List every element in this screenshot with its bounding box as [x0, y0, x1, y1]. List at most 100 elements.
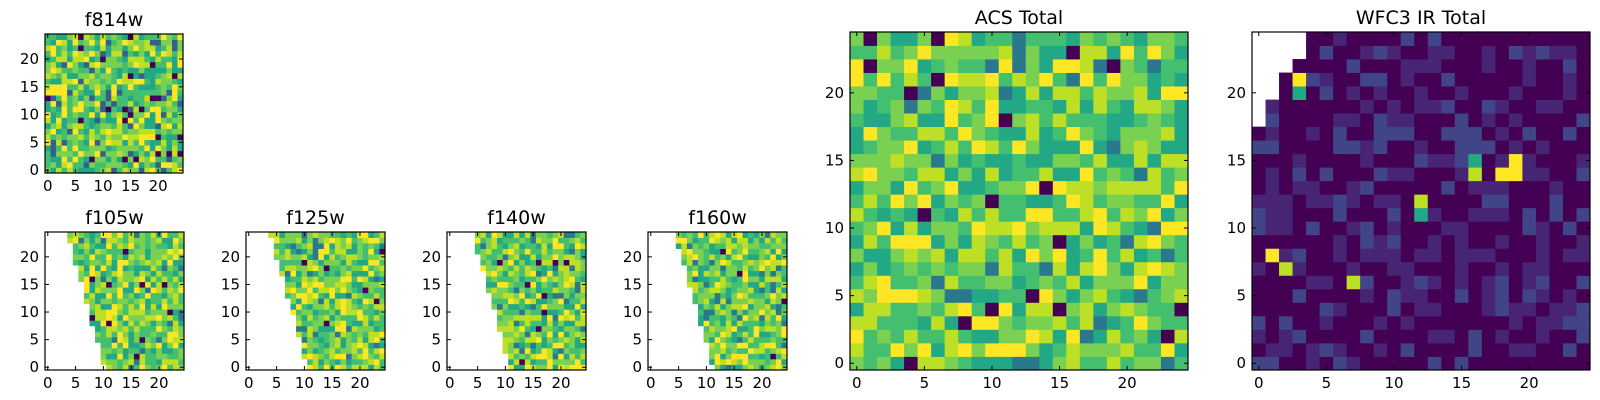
heatmap-cell	[1427, 356, 1442, 371]
heatmap-cell	[863, 126, 878, 141]
heatmap-cell	[944, 302, 959, 317]
heatmap-cell	[764, 259, 771, 266]
heatmap-cell	[78, 270, 85, 277]
heatmap-cell	[45, 72, 51, 79]
heatmap-cell	[83, 292, 90, 299]
heatmap-cell	[698, 270, 704, 277]
heatmap-cell	[1120, 167, 1135, 182]
heatmap-cell	[1147, 113, 1162, 128]
heatmap-cell	[1522, 275, 1537, 290]
heatmap-cell	[1279, 113, 1293, 128]
heatmap-cell	[144, 150, 151, 157]
heatmap-cell	[94, 167, 101, 174]
heatmap-cell	[1252, 234, 1266, 249]
heatmap-cell	[1562, 207, 1577, 222]
heatmap-cell	[580, 303, 587, 310]
heatmap-cell	[1562, 153, 1577, 168]
heatmap-cell	[1106, 194, 1121, 209]
heatmap-cell	[1360, 329, 1375, 344]
heatmap-cell	[307, 325, 314, 332]
heatmap-cell	[307, 331, 314, 338]
heatmap-cell	[1414, 234, 1429, 249]
heatmap-cell	[149, 145, 156, 152]
heatmap-cell	[709, 237, 716, 244]
heatmap-cell	[273, 237, 280, 244]
heatmap-cell	[323, 276, 330, 283]
heatmap-cell	[78, 56, 85, 63]
heatmap-cell	[150, 358, 157, 365]
heatmap-cell	[61, 111, 68, 118]
heatmap-cell	[72, 145, 79, 152]
heatmap-cell	[1079, 86, 1094, 100]
heatmap-cell	[133, 292, 140, 299]
heatmap-cell	[178, 303, 185, 310]
heatmap-cell	[1549, 153, 1564, 168]
heatmap-cell	[105, 84, 112, 90]
heatmap-cell	[931, 72, 946, 87]
heatmap-cell	[742, 347, 749, 354]
heatmap-cell	[904, 194, 918, 209]
heatmap-cell	[95, 276, 101, 283]
heatmap-cell	[323, 347, 330, 354]
heatmap-cell	[111, 50, 118, 57]
heatmap-cell	[1079, 234, 1094, 249]
heatmap-cell	[111, 320, 118, 327]
heatmap-cell	[1576, 140, 1591, 155]
heatmap-cell	[334, 314, 341, 321]
heatmap-cell	[334, 248, 341, 255]
heatmap-cell	[1468, 288, 1483, 303]
heatmap-cell	[692, 270, 699, 277]
heatmap-cell	[971, 275, 986, 290]
heatmap-cell	[1562, 59, 1577, 73]
heatmap-cell	[1427, 59, 1442, 73]
heatmap-cell	[563, 336, 570, 343]
heatmap-cell	[759, 259, 766, 266]
heatmap-cell	[1549, 207, 1564, 222]
heatmap-cell	[346, 358, 353, 365]
heatmap-cell	[931, 140, 946, 155]
heatmap-cell	[312, 325, 319, 332]
heatmap-cell	[931, 59, 946, 73]
heatmap-cell	[709, 331, 716, 338]
heatmap-cell	[1147, 194, 1162, 209]
heatmap-cell	[686, 265, 693, 272]
heatmap-cell	[139, 347, 146, 354]
heatmap-cell	[709, 259, 716, 266]
heatmap-cell	[535, 331, 542, 338]
heatmap-cell	[1265, 180, 1280, 195]
heatmap-cell	[1252, 207, 1266, 222]
heatmap-cell	[698, 259, 704, 266]
heatmap-cell	[83, 232, 90, 238]
heatmap-cell	[301, 270, 308, 277]
heatmap-cell	[541, 270, 548, 277]
heatmap-cell	[731, 336, 738, 343]
heatmap-cell	[1066, 86, 1081, 100]
heatmap-cell	[318, 347, 325, 354]
heatmap-cell	[917, 99, 932, 114]
heatmap-cell	[307, 309, 314, 316]
heatmap-cell	[731, 287, 738, 294]
heatmap-cell	[1093, 207, 1108, 222]
heatmap-cell	[100, 39, 107, 46]
heatmap-cell	[296, 276, 302, 283]
heatmap-cell	[535, 342, 542, 349]
heatmap-cell	[1481, 45, 1496, 60]
heatmap-cell	[139, 276, 146, 283]
heatmap-cell	[775, 243, 782, 249]
heatmap-cell	[116, 139, 123, 146]
heatmap-cell	[703, 270, 710, 277]
heatmap-cell	[703, 287, 710, 294]
heatmap-cell	[1120, 288, 1135, 303]
heatmap-cell	[351, 237, 358, 244]
heatmap-cell	[122, 111, 129, 118]
heatmap-cell	[290, 248, 297, 255]
heatmap-cell	[714, 347, 721, 354]
heatmap-cell	[736, 325, 743, 332]
heatmap-cell	[323, 353, 330, 360]
heatmap-cell	[1414, 302, 1429, 317]
heatmap-cell	[149, 156, 156, 163]
heatmap-cell	[149, 56, 156, 63]
heatmap-cell	[890, 248, 905, 263]
heatmap-cell	[312, 347, 319, 354]
heatmap-cell	[329, 303, 336, 310]
